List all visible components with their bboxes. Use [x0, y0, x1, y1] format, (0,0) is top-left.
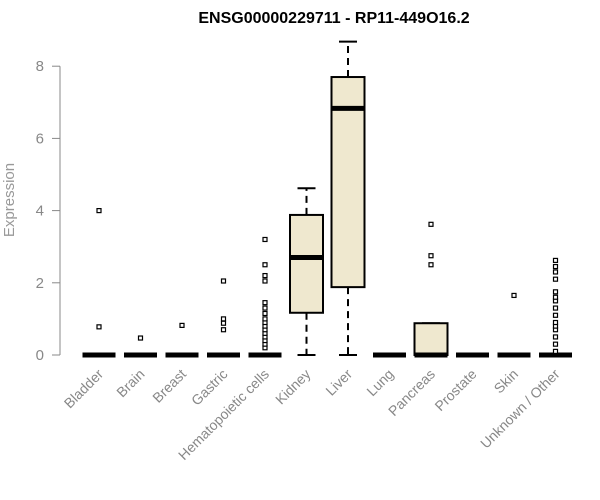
box-group [82, 208, 116, 358]
outlier-point [552, 294, 559, 300]
outlier-point [428, 253, 434, 259]
y-tick-label: 6 [36, 130, 44, 147]
outlier-point [262, 236, 268, 243]
y-tick-label: 8 [36, 58, 44, 75]
outlier-point [262, 272, 268, 279]
outlier-point [262, 305, 268, 311]
outlier-point [262, 316, 268, 322]
box-iqr [413, 322, 449, 356]
y-axis-title: Expression [1, 163, 18, 237]
outlier-point [428, 221, 434, 227]
box-group [124, 335, 157, 358]
outlier-point [552, 341, 559, 347]
outlier-point [552, 257, 559, 264]
box-group [165, 322, 199, 358]
y-tick-label: 2 [36, 275, 44, 292]
outlier-point [511, 292, 517, 299]
outlier-point [552, 348, 559, 354]
outlier-point [428, 262, 434, 268]
x-category-label: Skin [491, 366, 522, 397]
box-iqr [330, 76, 366, 289]
box-group [497, 292, 531, 358]
outlier-point [137, 335, 144, 341]
x-category-label: Bladder [61, 366, 107, 412]
outlier-point [96, 324, 102, 330]
outlier-point [552, 289, 559, 295]
outlier-point [220, 278, 227, 284]
box-group [248, 236, 282, 358]
outlier-point [262, 300, 268, 306]
outlier-point [220, 320, 227, 326]
outlier-point [552, 334, 559, 340]
outlier-point [552, 263, 559, 270]
box-group [539, 257, 572, 358]
box-group [289, 187, 324, 356]
x-category-label: Brain [113, 366, 147, 400]
box-group [413, 221, 449, 358]
box-iqr [289, 213, 324, 314]
outlier-point [262, 278, 268, 284]
y-axis: 0 2 4 6 8 [36, 58, 61, 364]
outlier-point [220, 327, 227, 333]
outlier-point [552, 269, 559, 275]
box-group [330, 40, 366, 356]
outlier-point [220, 316, 227, 322]
outlier-point [552, 305, 559, 311]
x-category-label: Prostate [431, 366, 479, 414]
x-category-label: Liver [322, 366, 355, 399]
outlier-point [179, 322, 185, 328]
y-tick-label: 4 [36, 203, 44, 220]
outlier-point [552, 319, 559, 326]
outlier-point [552, 312, 559, 318]
x-category-label: Lung [363, 366, 396, 399]
outlier-point [262, 310, 268, 317]
chart-title: ENSG00000229711 - RP11-449O16.2 [198, 10, 469, 27]
x-category-label: Unknown / Other [477, 366, 563, 452]
x-category-label: Kidney [272, 366, 314, 408]
outlier-point [262, 262, 268, 268]
box-group [207, 278, 240, 358]
y-tick-label: 0 [36, 347, 44, 364]
outlier-point [552, 276, 559, 282]
plot-area [82, 40, 572, 358]
outlier-point [96, 208, 102, 214]
x-category-label: Breast [149, 366, 189, 406]
